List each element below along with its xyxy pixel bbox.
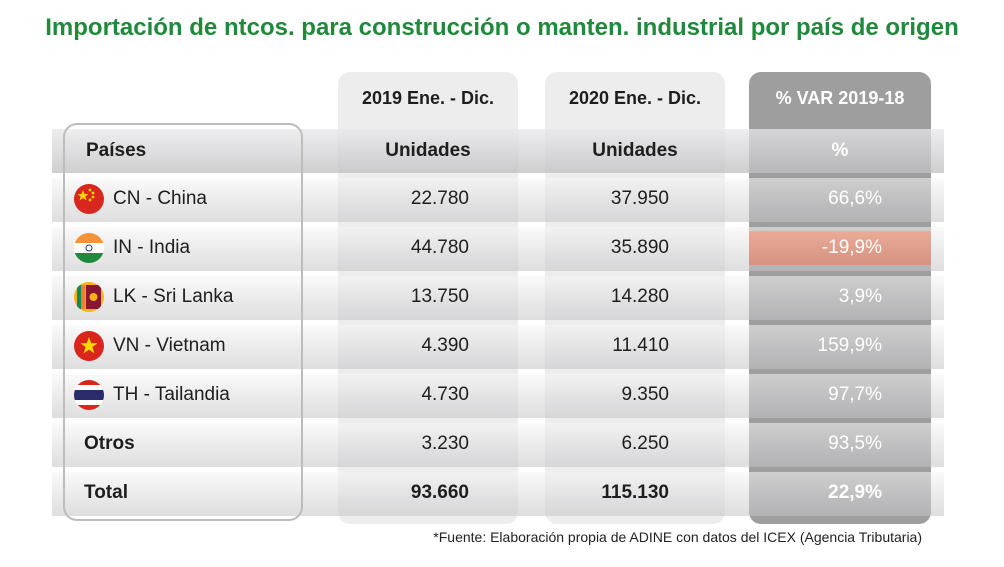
subheader-paises: Países [86, 140, 147, 161]
row-country-label: IN - India [113, 237, 191, 258]
row-value-var: 3,9% [838, 286, 882, 307]
column-header-2020: 2020 Ene. - Dic. [568, 88, 702, 108]
row-band [52, 227, 944, 271]
row-value-var: 66,6% [828, 188, 882, 209]
row-band [52, 325, 944, 369]
total-label: Total [84, 482, 128, 503]
row-value-2019: 44.780 [410, 237, 469, 258]
china-flag-icon [74, 184, 104, 214]
row-value-2019: 3.230 [421, 433, 469, 454]
row-value-2019: 13.750 [410, 286, 469, 307]
row-value-2019: 22.780 [410, 188, 469, 209]
row-value-2020: 14.280 [610, 286, 669, 307]
row-band [52, 178, 944, 222]
subheader-band [52, 129, 944, 173]
column-header-2019: 2019 Ene. - Dic. [361, 88, 495, 108]
row-value-2020: 35.890 [610, 237, 669, 258]
row-value-2020: 37.950 [610, 188, 669, 209]
subheader-unidades-2020: Unidades [592, 140, 678, 161]
row-value-var: -19,9% [821, 237, 882, 258]
countries-panel [63, 123, 303, 521]
row-band [52, 276, 944, 320]
row-band [52, 374, 944, 418]
row-country-label: LK - Sri Lanka [113, 286, 234, 307]
total-value-var: 22,9% [828, 482, 882, 503]
total-band [52, 472, 944, 516]
row-band [52, 423, 944, 467]
row-country-label: CN - China [113, 188, 207, 209]
india-flag-icon [74, 233, 104, 263]
row-value-var: 97,7% [828, 384, 882, 405]
row-value-2019: 4.730 [421, 384, 469, 405]
row-country-label: VN - Vietnam [113, 335, 226, 356]
row-country-label: TH - Tailandia [113, 384, 230, 405]
chart-title: Importación de ntcos. para construcción … [45, 14, 959, 41]
row-value-var: 93,5% [828, 433, 882, 454]
subheader-percent: % [831, 140, 849, 161]
row-value-var: 159,9% [817, 335, 882, 356]
column-header-var: % VAR 2019-18 [775, 88, 905, 108]
sri-lanka-flag-icon [74, 282, 104, 312]
vietnam-flag-icon [74, 331, 104, 361]
row-value-2020: 9.350 [621, 384, 669, 405]
row-value-2020: 6.250 [621, 433, 669, 454]
row-value-2020: 11.410 [612, 335, 669, 356]
source-footnote: *Fuente: Elaboración propia de ADINE con… [433, 529, 922, 545]
row-value-2019: 4.390 [421, 335, 469, 356]
row-country-label: Otros [84, 433, 135, 454]
subheader-unidades-2019: Unidades [385, 140, 471, 161]
thailand-flag-icon [74, 380, 104, 410]
total-value-2019: 93.660 [410, 482, 469, 503]
total-value-2020: 115.130 [601, 482, 669, 503]
